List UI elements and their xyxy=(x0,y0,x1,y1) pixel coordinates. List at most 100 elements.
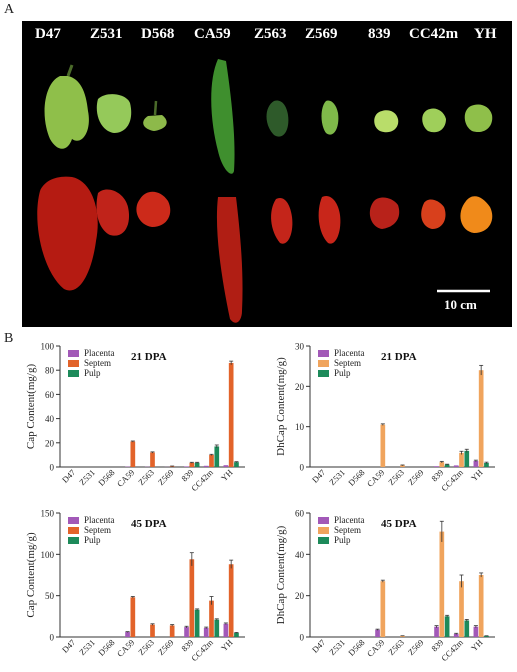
bar xyxy=(380,581,386,637)
bar xyxy=(184,627,189,637)
y-tick-label: 50 xyxy=(45,591,55,601)
legend-swatch xyxy=(68,370,79,377)
y-tick-label: 0 xyxy=(300,633,305,643)
immature-fruits-row xyxy=(44,59,493,174)
y-tick-label: 100 xyxy=(41,342,55,352)
chart-1: 0 20 40 60 80 100 Cap Content(mg/g) 21 DPA Place… xyxy=(25,342,245,493)
bar xyxy=(434,466,439,467)
bar xyxy=(453,633,459,637)
fruit-z563-green xyxy=(266,100,289,137)
y-tick-label: 0 xyxy=(50,463,55,473)
x-tick-label: CC42m xyxy=(189,637,215,663)
fruit-z569-green xyxy=(321,100,339,135)
legend-label: Septem xyxy=(334,358,361,368)
bar xyxy=(130,441,136,467)
y-tick-label: 20 xyxy=(295,591,305,601)
panel-b-label: B xyxy=(4,331,14,346)
chart-4: 0 20 40 60 DhCap Content(mg/g) 45 DPA Placenta… xyxy=(275,509,495,663)
bar xyxy=(400,465,405,467)
x-tick-label: D47 xyxy=(60,467,77,484)
pepper-photo xyxy=(37,59,493,323)
fruit-z569-red xyxy=(318,195,341,244)
bar xyxy=(228,362,234,467)
x-tick-label: Z531 xyxy=(77,467,97,487)
bar xyxy=(459,581,464,637)
bar xyxy=(380,424,386,467)
y-tick-label: 30 xyxy=(295,342,305,352)
y-tick-label: 40 xyxy=(45,414,55,424)
x-tick-label: CA59 xyxy=(115,637,136,658)
bar xyxy=(203,465,209,467)
legend-label: Septem xyxy=(84,358,111,368)
x-tick-label: D568 xyxy=(96,637,116,657)
x-tick-label: D47 xyxy=(60,637,77,654)
legend-label: Septem xyxy=(84,525,111,535)
legend-swatch xyxy=(68,350,79,357)
fruit-z531-green xyxy=(96,94,132,133)
variety-label-839: 839 xyxy=(368,26,391,42)
x-tick-label: YH xyxy=(469,467,485,483)
y-tick-label: 150 xyxy=(41,509,55,519)
legend-swatch xyxy=(68,537,79,544)
fruit-d47-red xyxy=(37,176,98,291)
y-axis-label: DhCap Content(mg/g) xyxy=(275,357,287,456)
fruit-d568-red xyxy=(136,191,171,227)
scale-bar-label: 10 cm xyxy=(444,297,477,312)
bar xyxy=(189,559,195,637)
x-tick-label: Z569 xyxy=(406,467,426,487)
y-tick-label: 100 xyxy=(41,550,55,560)
y-tick-label: 0 xyxy=(50,633,55,643)
legend-swatch xyxy=(318,370,329,377)
bar xyxy=(400,635,405,637)
bar xyxy=(444,616,450,637)
fruit-cc42m-green xyxy=(422,108,446,133)
fruit-839-green xyxy=(374,110,399,133)
bar xyxy=(203,627,209,637)
bar xyxy=(169,625,175,637)
bar xyxy=(444,464,450,467)
bar xyxy=(214,619,220,637)
variety-label-d568: D568 xyxy=(141,26,175,42)
x-tick-label: CC42m xyxy=(439,637,465,663)
variety-label-ca59: CA59 xyxy=(194,26,231,42)
y-tick-label: 10 xyxy=(295,422,305,432)
x-tick-label: Z569 xyxy=(406,637,426,657)
x-tick-label: CC42m xyxy=(439,467,465,493)
bar xyxy=(234,632,239,637)
y-tick-label: 60 xyxy=(295,509,305,519)
bar xyxy=(150,624,155,637)
bar xyxy=(473,626,479,637)
x-tick-label: Z563 xyxy=(136,637,156,657)
x-tick-label: CA59 xyxy=(365,637,386,658)
bar xyxy=(375,629,380,637)
bar xyxy=(223,623,229,637)
y-tick-label: 80 xyxy=(45,366,55,376)
legend-label: Placenta xyxy=(84,515,115,525)
bar xyxy=(459,452,464,467)
legend-swatch xyxy=(318,350,329,357)
bar xyxy=(194,609,200,637)
legend-label: Placenta xyxy=(334,348,365,358)
legend-label: Septem xyxy=(334,525,361,535)
fruit-ca59-red xyxy=(216,197,243,323)
bar xyxy=(484,462,489,467)
y-tick-label: 0 xyxy=(300,463,305,473)
stem-icon xyxy=(66,64,74,77)
x-tick-label: YH xyxy=(219,467,235,483)
legend-label: Placenta xyxy=(84,348,115,358)
fruit-yh-orange xyxy=(460,196,493,233)
chart-3: 0 50 100 150 Cap Content(mg/g) 45 DPA Placenta… xyxy=(25,509,245,663)
chart-title: 21 DPA xyxy=(131,351,167,363)
fruit-yh-green xyxy=(464,104,493,133)
legend-label: Pulp xyxy=(334,368,351,378)
x-tick-label: CC42m xyxy=(189,467,215,493)
fruit-ca59-green xyxy=(211,59,235,174)
bar xyxy=(464,620,470,637)
bar xyxy=(464,450,470,467)
legend-swatch xyxy=(68,527,79,534)
bar xyxy=(453,465,459,467)
variety-label-d47: D47 xyxy=(35,26,61,42)
fruit-d568-green xyxy=(143,115,167,131)
y-tick-label: 60 xyxy=(45,390,55,400)
bar xyxy=(228,564,234,637)
